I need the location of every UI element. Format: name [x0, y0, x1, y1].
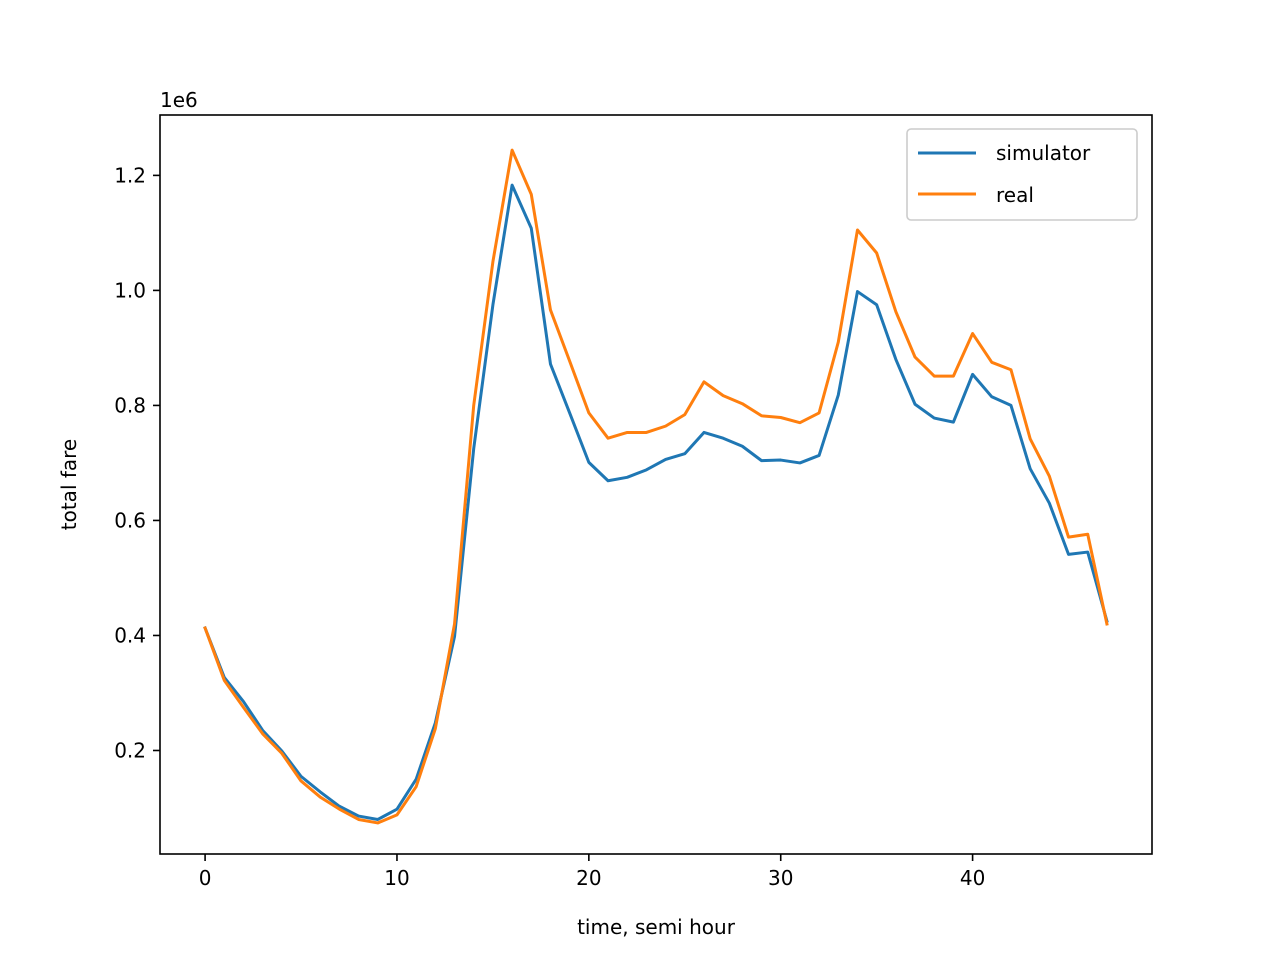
series-line-simulator [203, 183, 1109, 821]
x-tick-label: 0 [199, 866, 212, 890]
y-tick-label: 0.2 [114, 738, 146, 762]
y-tick-label: 1.0 [114, 278, 146, 302]
x-tick-label: 10 [384, 866, 409, 890]
plot-lines [203, 148, 1109, 825]
plot-frame [159, 114, 1153, 855]
y-offset-label: 1e6 [160, 88, 198, 112]
x-tick-label: 40 [960, 866, 985, 890]
x-tick-label: 20 [576, 866, 601, 890]
y-axis: 0.2 0.4 0.6 0.8 1.0 1.2 [114, 163, 160, 762]
legend-label-real: real [996, 183, 1034, 207]
x-axis: 0 10 20 30 40 [199, 854, 985, 890]
y-tick-label: 0.4 [114, 623, 146, 647]
y-tick-label: 1.2 [114, 163, 146, 187]
y-axis-label: total fare [57, 439, 81, 530]
x-axis-label: time, semi hour [577, 915, 736, 939]
series-line-real [203, 148, 1109, 825]
legend: simulator real [906, 128, 1138, 221]
legend-label-simulator: simulator [996, 141, 1091, 165]
x-tick-label: 30 [768, 866, 793, 890]
y-tick-label: 0.8 [114, 393, 146, 417]
y-tick-label: 0.6 [114, 508, 146, 532]
